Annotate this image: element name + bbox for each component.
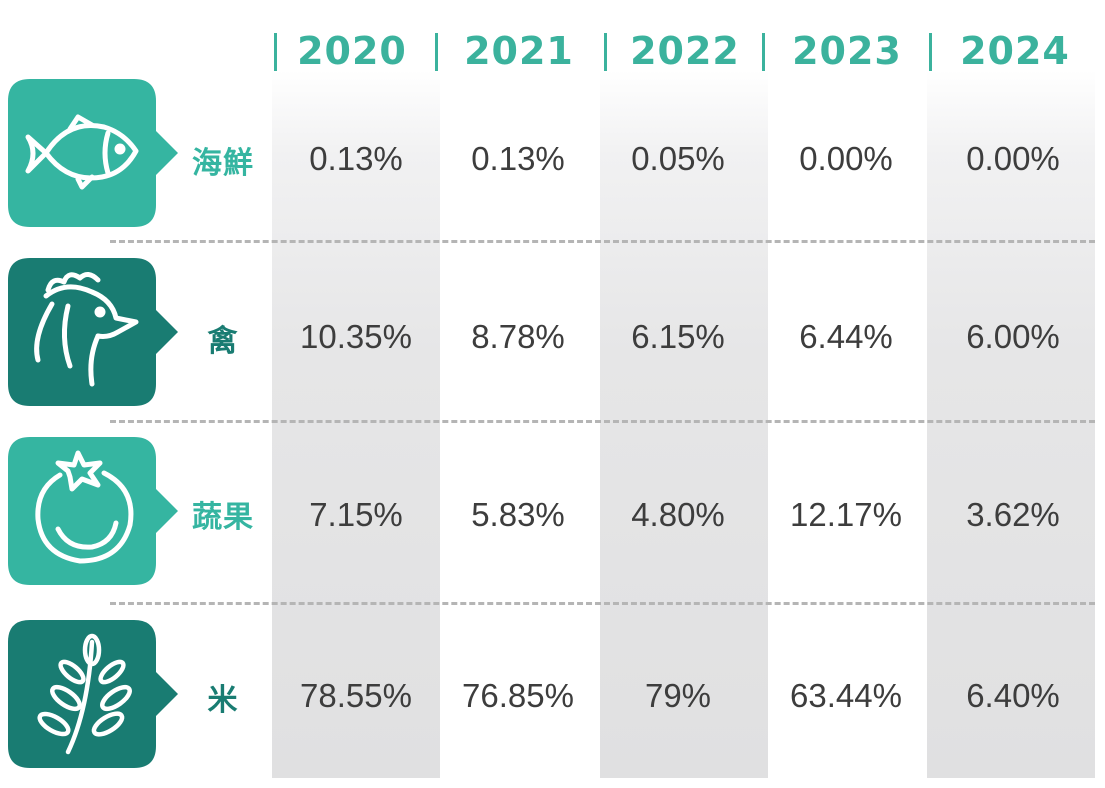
header-separator — [762, 33, 765, 71]
table-cell: 6.15% — [631, 318, 725, 355]
column-shade-2020 — [272, 70, 440, 778]
year-header-2023: 2023 — [792, 29, 902, 73]
table-cell: 7.15% — [309, 496, 403, 533]
table-cell: 63.44% — [790, 677, 902, 714]
year-header-2024: 2024 — [960, 29, 1070, 73]
table-cell: 4.80% — [631, 496, 725, 533]
table-cell: 79% — [644, 677, 712, 714]
table-cell: 0.13% — [471, 140, 565, 177]
table-cell: 0.00% — [799, 140, 893, 177]
table-cell: 6.44% — [799, 318, 893, 355]
category-badge-produce — [8, 437, 178, 585]
category-label-poultry: 禽 — [207, 324, 239, 359]
table-cell: 0.13% — [309, 140, 403, 177]
table-cell: 3.62% — [966, 496, 1060, 533]
table-cell: 78.55% — [300, 677, 412, 714]
table-cell: 76.85% — [462, 677, 574, 714]
table-cell: 6.00% — [966, 318, 1060, 355]
chicken-icon — [34, 272, 139, 387]
column-shade-2022 — [600, 70, 768, 778]
header-separator — [274, 33, 277, 71]
year-header-2021: 2021 — [464, 29, 574, 73]
header-separator — [604, 33, 607, 71]
table-cell: 12.17% — [790, 496, 902, 533]
table-cell: 6.40% — [966, 677, 1060, 714]
row-divider — [110, 602, 1095, 605]
table-cell: 0.00% — [966, 140, 1060, 177]
category-label-produce: 蔬果 — [192, 500, 254, 535]
category-badge-seafood — [8, 79, 178, 227]
fish-icon — [25, 114, 139, 190]
row-divider — [110, 420, 1095, 423]
table-cell: 10.35% — [300, 318, 412, 355]
category-label-seafood: 海鮮 — [192, 146, 254, 181]
year-header-2022: 2022 — [630, 29, 740, 73]
table-cell: 0.05% — [631, 140, 725, 177]
year-header-2020: 2020 — [297, 29, 407, 73]
category-badge-poultry — [8, 258, 178, 406]
category-badge-rice — [8, 620, 178, 768]
row-divider — [110, 240, 1095, 243]
category-label-rice: 米 — [207, 683, 239, 718]
wheat-icon — [37, 633, 132, 755]
header-separator — [435, 33, 438, 71]
table-cell: 8.78% — [471, 318, 565, 355]
column-shade-2024 — [927, 70, 1095, 778]
table-cell: 5.83% — [471, 496, 565, 533]
header-separator — [929, 33, 932, 71]
tomato-icon — [35, 450, 134, 564]
